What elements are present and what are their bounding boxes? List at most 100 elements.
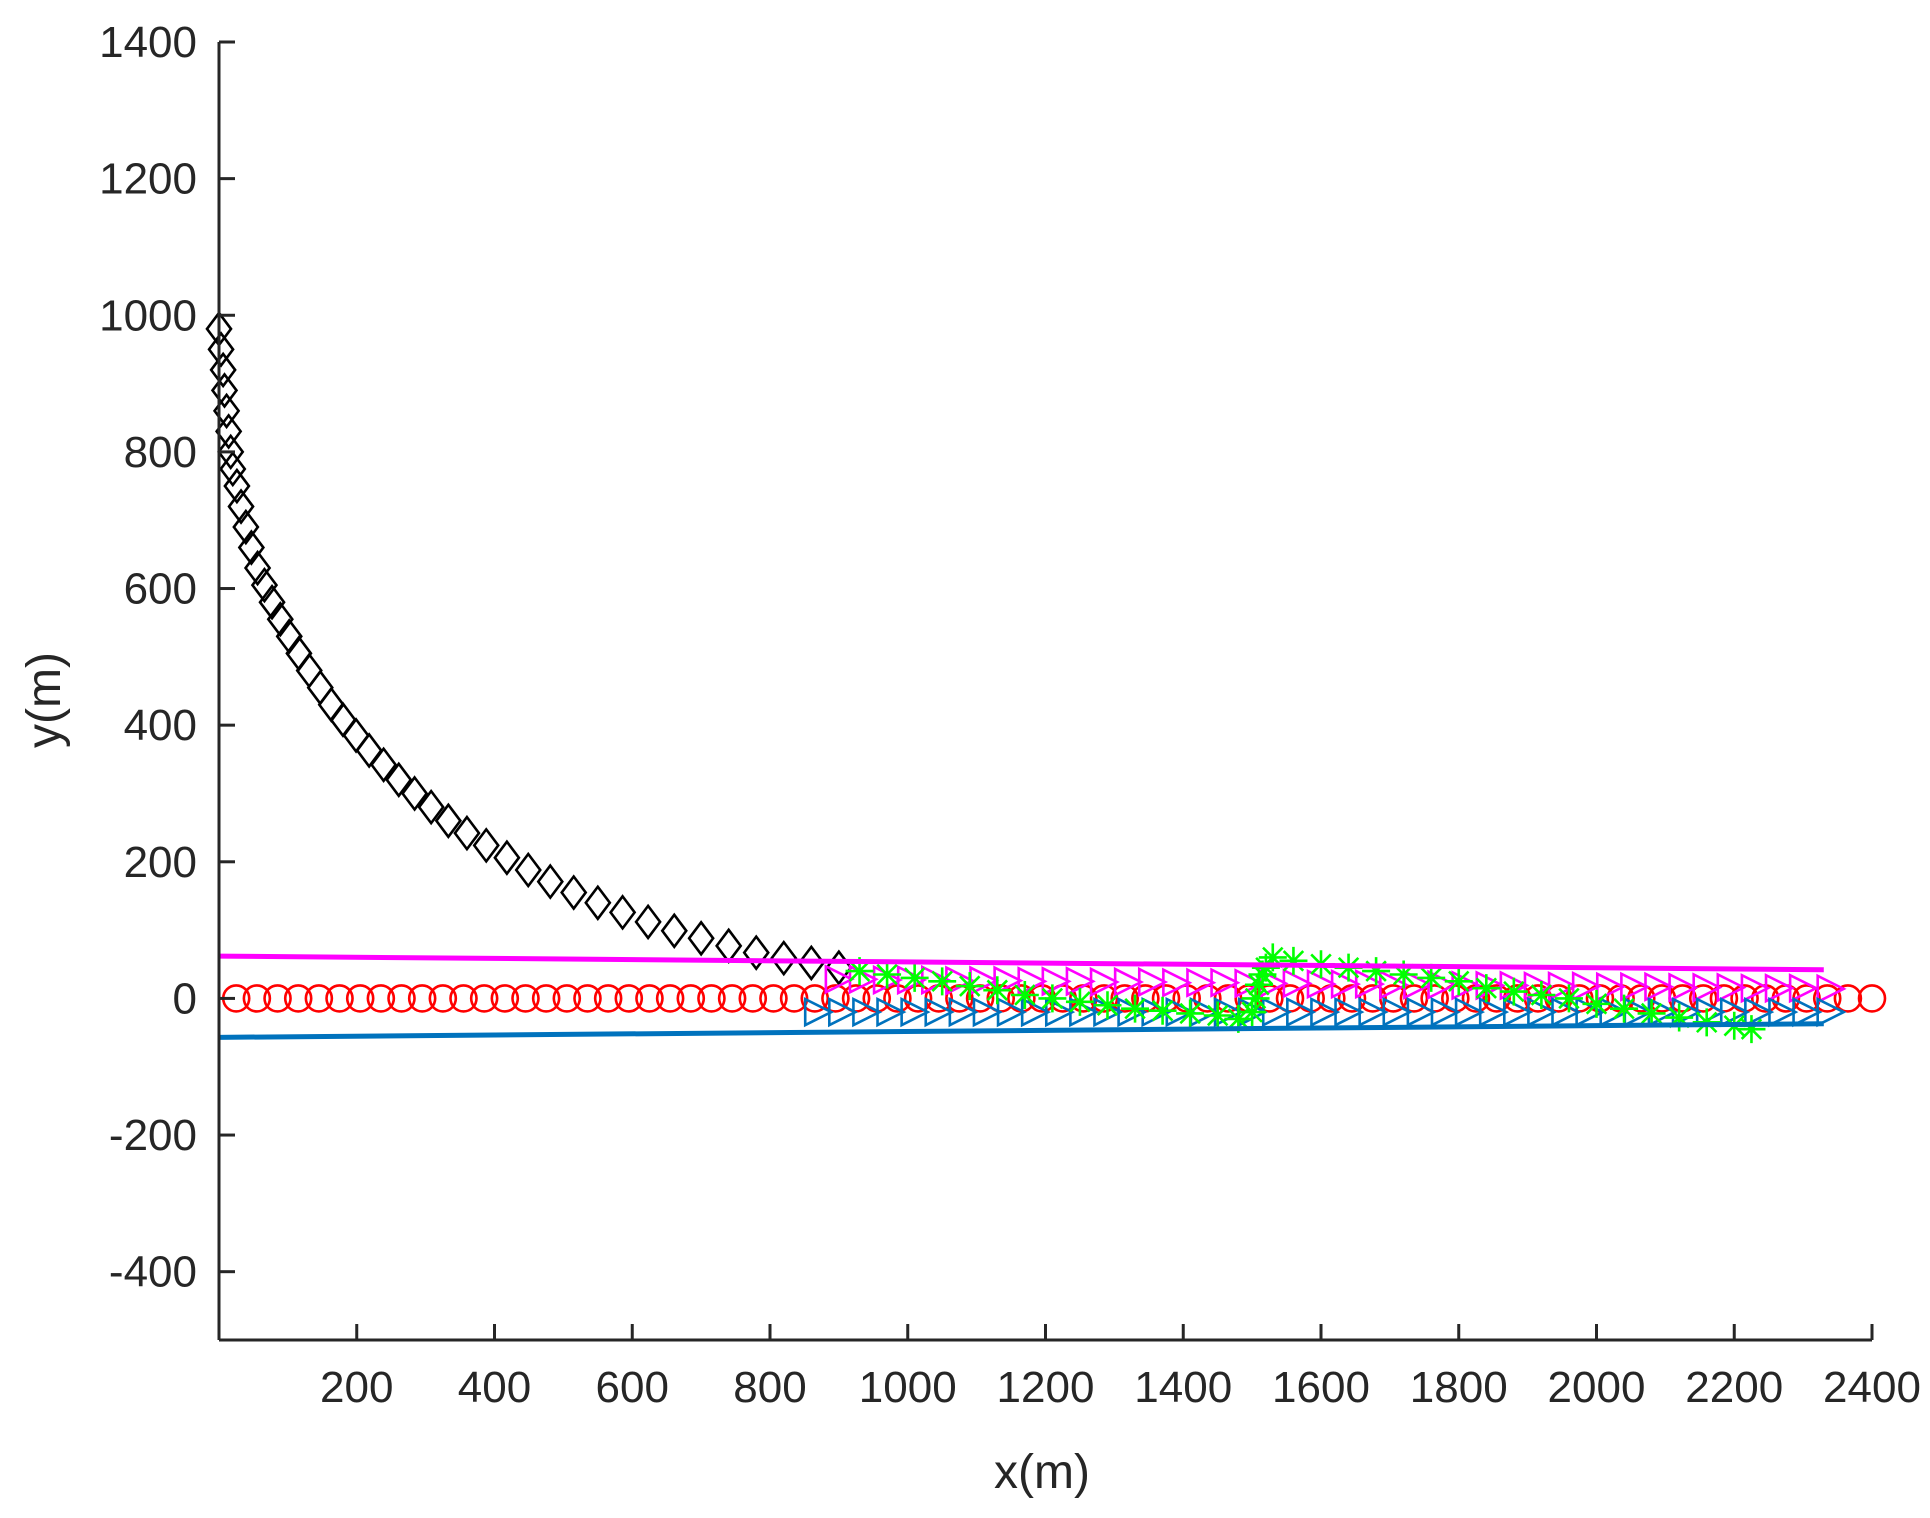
triangle-marker (948, 996, 979, 1028)
triangle-marker (1286, 996, 1317, 1028)
triangle-marker (1740, 973, 1771, 1004)
x-tick-label: 1000 (859, 1363, 957, 1412)
star-marker (1582, 989, 1611, 1018)
diamond-marker (250, 566, 279, 604)
triangle-marker (803, 996, 835, 1028)
star-marker (1417, 963, 1446, 992)
circle-marker (717, 984, 747, 1013)
triangle-marker (1406, 996, 1437, 1028)
triangle-marker (1282, 968, 1313, 999)
plot-area (205, 310, 1887, 1044)
star-marker (1176, 999, 1205, 1028)
circle-marker (738, 984, 768, 1013)
triangle-marker (1089, 966, 1120, 998)
diamond-marker (453, 814, 481, 852)
diamond-marker (742, 934, 770, 971)
circle-marker (1857, 984, 1887, 1013)
circle-marker (593, 984, 623, 1013)
triangle-marker (1692, 972, 1723, 1003)
triangle-marker (1644, 971, 1675, 1002)
triangle-marker (972, 996, 1003, 1028)
star-marker (1610, 994, 1639, 1023)
circle-marker (283, 984, 313, 1013)
circle-marker (263, 984, 292, 1013)
series-line (218, 953, 1824, 973)
star-marker (1010, 981, 1039, 1010)
diamond-marker (215, 413, 243, 450)
circle-marker (903, 984, 933, 1013)
triangle-marker (924, 996, 955, 1028)
x-tick-label: 2200 (1685, 1363, 1783, 1412)
star-marker (1248, 960, 1277, 989)
x-axis-label: x(m) (994, 1446, 1090, 1499)
circle-marker (469, 984, 499, 1013)
triangle-marker (876, 996, 907, 1028)
y-tick-label: 600 (124, 565, 197, 614)
triangle-marker (828, 996, 859, 1028)
diamond-marker (634, 903, 662, 941)
diamond-marker (209, 351, 237, 389)
diamond-marker (797, 944, 825, 982)
star-marker (1238, 998, 1267, 1027)
diamond-marker (434, 802, 462, 839)
diamond-marker (210, 372, 239, 409)
x-tick-label: 1600 (1272, 1363, 1370, 1412)
diamond-marker (608, 894, 637, 931)
x-tick-label: 600 (596, 1363, 669, 1412)
star-marker (928, 967, 957, 996)
star-marker (1241, 984, 1270, 1013)
circle-marker (779, 984, 809, 1013)
circle-marker (242, 984, 272, 1013)
x-tick-label: 1400 (1134, 1363, 1232, 1412)
triangle-marker (1816, 996, 1847, 1028)
triangle-marker (1571, 971, 1603, 1002)
x-tick-label: 400 (458, 1363, 531, 1412)
series-0 (205, 310, 853, 986)
circle-marker (1110, 984, 1140, 1013)
triangle-marker (1792, 996, 1823, 1028)
circle-marker (304, 984, 334, 1013)
circle-marker (759, 984, 788, 1013)
circle-marker (697, 984, 726, 1013)
circle-marker (511, 984, 540, 1013)
star-marker (1121, 994, 1150, 1023)
triangle-marker (1816, 973, 1847, 1004)
diamond-marker (217, 433, 245, 471)
star-marker (1472, 974, 1501, 1003)
triangle-marker (1310, 996, 1341, 1028)
y-axis-label: y(m) (18, 652, 71, 748)
circle-marker (1482, 984, 1511, 1013)
triangle-marker (1334, 996, 1365, 1028)
circle-marker (345, 984, 375, 1013)
star-marker (1203, 1001, 1232, 1030)
circle-marker (366, 984, 396, 1013)
diamond-marker (227, 488, 255, 525)
circle-marker (800, 984, 830, 1013)
triangle-marker (852, 996, 883, 1028)
x-tick-label: 800 (733, 1363, 806, 1412)
triangle-marker (1020, 996, 1052, 1028)
triangle-marker (1430, 996, 1461, 1028)
x-tick-label: 2400 (1823, 1363, 1921, 1412)
circle-marker (407, 984, 437, 1013)
triangle-marker (900, 996, 931, 1028)
circle-marker (1812, 984, 1842, 1013)
triangle-marker (1113, 966, 1145, 998)
series-line (218, 1021, 1824, 1040)
star-marker (1554, 984, 1583, 1013)
triangle-marker (1454, 996, 1485, 1028)
circle-marker (614, 984, 644, 1013)
triangle-marker (1137, 966, 1169, 998)
star-marker (1038, 984, 1067, 1013)
star-marker (900, 963, 929, 992)
diamond-marker (560, 874, 588, 911)
y-tick-label: 1200 (99, 155, 197, 204)
star-marker (845, 957, 874, 986)
triangle-marker (1186, 967, 1217, 998)
y-tick-label: 1400 (99, 18, 197, 67)
diamond-marker (385, 761, 413, 798)
star-marker (1258, 943, 1287, 972)
diamond-marker (536, 863, 564, 900)
circle-marker (1688, 984, 1718, 1013)
